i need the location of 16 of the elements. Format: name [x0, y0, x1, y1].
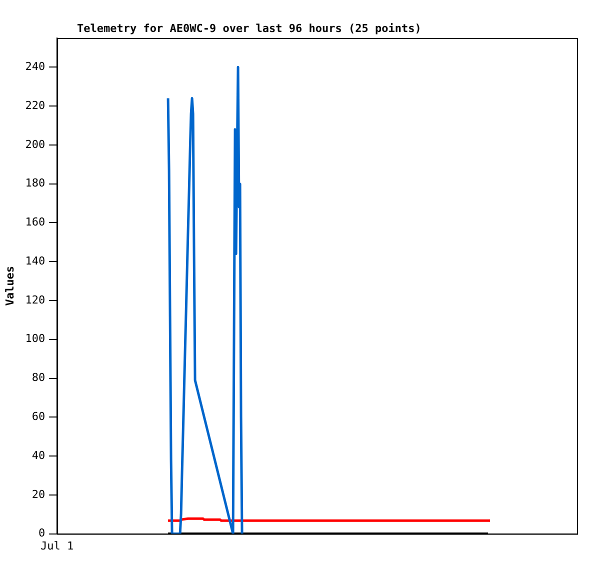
y-tick-label: 220 — [25, 98, 46, 112]
y-tick-label: 160 — [25, 216, 46, 229]
y-tick-label: 180 — [25, 176, 46, 190]
y-axis-title: Values — [3, 266, 16, 306]
y-tick-label: 240 — [25, 60, 46, 74]
x-tick-label: Jul 1 — [40, 539, 74, 552]
y-tick-label: 100 — [25, 332, 46, 346]
y-tick-label: 0 — [38, 526, 46, 540]
y-tick-label: 20 — [32, 488, 46, 501]
y-tick-label: 80 — [32, 371, 46, 384]
chart-title: Telemetry for AE0WC-9 over last 96 hours (25 points) — [77, 22, 422, 35]
y-tick-label: 120 — [25, 293, 46, 306]
y-tick-label: 200 — [25, 138, 46, 151]
y-tick-label: 60 — [32, 410, 46, 423]
y-tick-label: 40 — [32, 448, 46, 462]
y-tick-label: 140 — [25, 254, 46, 268]
